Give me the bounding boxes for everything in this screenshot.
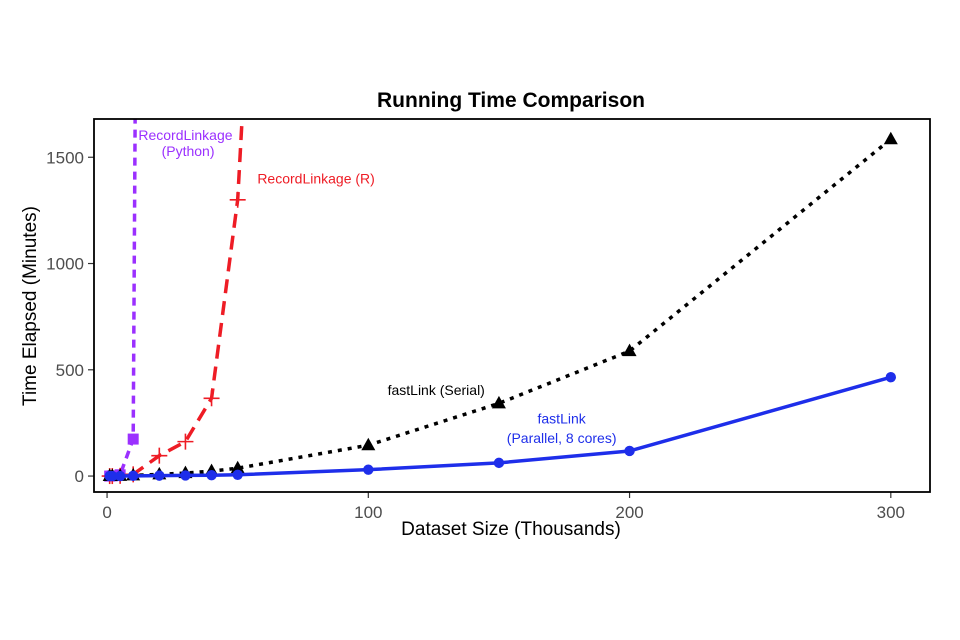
plot-border	[93, 118, 931, 493]
triangle-marker	[491, 395, 506, 409]
circle-marker	[363, 464, 374, 475]
annotation-label: RecordLinkage (R)	[257, 171, 375, 187]
x-tick-label: 300	[877, 503, 905, 522]
annotation-label: fastLink	[538, 411, 587, 427]
plus-marker	[151, 447, 168, 464]
circle-marker	[154, 470, 165, 481]
triangle-marker	[883, 131, 898, 145]
triangle-marker	[622, 343, 637, 357]
triangle-marker	[361, 437, 376, 451]
x-tick-label: 0	[102, 503, 111, 522]
triangle-marker	[230, 460, 245, 474]
circle-marker	[885, 372, 897, 383]
y-axis-title: Time Elapsed (Minutes)	[20, 206, 41, 406]
series-group	[101, 119, 898, 485]
y-tick-label: 1500	[46, 148, 84, 167]
series-line-2	[109, 137, 892, 478]
series-line-1	[109, 119, 244, 478]
annotation-label: RecordLinkage	[138, 127, 232, 143]
series-line-0	[109, 119, 137, 478]
y-tick-label: 500	[56, 361, 84, 380]
circle-marker	[180, 470, 191, 481]
x-tick-label: 100	[354, 503, 382, 522]
x-tick-label: 200	[615, 503, 643, 522]
circle-marker	[232, 469, 243, 480]
plus-marker	[203, 390, 220, 407]
plus-marker	[177, 433, 194, 450]
x-axis-title: Dataset Size (Thousands)	[401, 519, 621, 540]
circle-marker	[107, 470, 118, 482]
annotation-label: fastLink (Serial)	[388, 382, 485, 398]
plot-area: RecordLinkage(Python) RecordLinkage (R) fa…	[101, 119, 898, 485]
annotation-label: (Parallel, 8 cores)	[507, 430, 617, 446]
circle-marker	[206, 470, 217, 481]
y-tick-label: 1000	[46, 255, 84, 274]
square-marker	[127, 433, 139, 445]
y-tick-label: 0	[75, 467, 84, 486]
circle-marker	[493, 457, 505, 469]
annotation-label: (Python)	[162, 143, 215, 159]
circle-marker	[624, 445, 635, 457]
circle-marker	[114, 470, 126, 482]
plus-marker	[229, 191, 246, 208]
circle-marker	[127, 470, 139, 482]
chart-title: Running Time Comparison	[377, 89, 645, 112]
